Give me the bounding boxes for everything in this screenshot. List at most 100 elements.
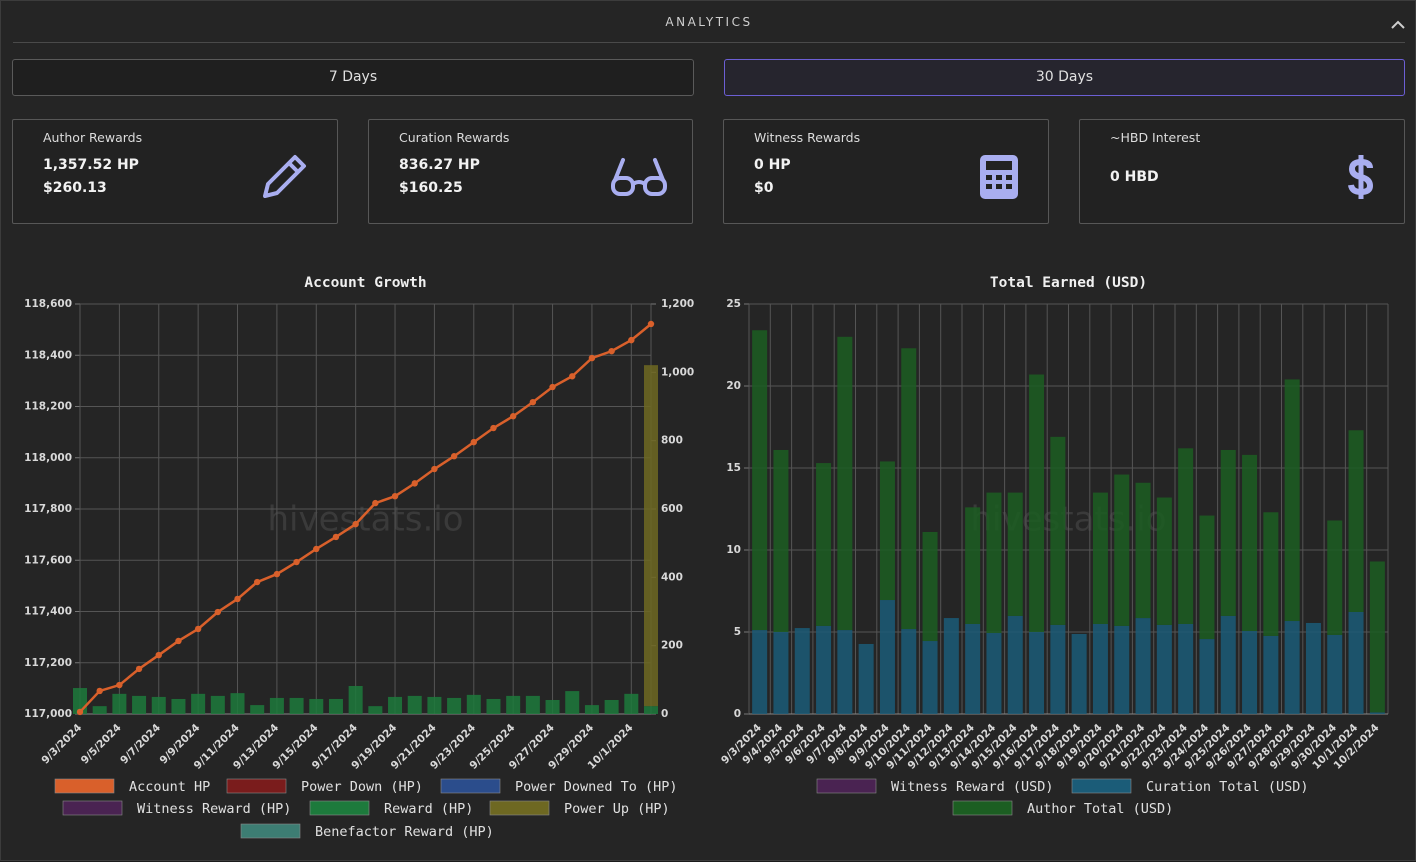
- bar: [879, 600, 895, 714]
- bar: [1029, 632, 1045, 714]
- bar: [604, 699, 619, 714]
- point: [529, 398, 537, 406]
- bar: [816, 463, 832, 626]
- point: [608, 347, 615, 355]
- collapse-icon[interactable]: [1390, 19, 1406, 31]
- chart-title: Account Growth: [304, 275, 426, 291]
- bar: [1156, 624, 1172, 714]
- point: [509, 413, 517, 420]
- bar: [1178, 448, 1194, 624]
- bar: [837, 630, 853, 714]
- glasses-icon: [611, 158, 667, 196]
- point: [332, 533, 340, 541]
- point: [431, 465, 438, 473]
- bar: [1263, 512, 1279, 636]
- card-value: $160.25: [399, 180, 463, 196]
- range-button[interactable]: 7 Days: [12, 59, 694, 96]
- bar: [584, 705, 599, 714]
- stat-card: Author Rewards 1,357.52 HP $260.13: [12, 119, 338, 224]
- legend-label: Power Downed To (HP): [515, 779, 678, 795]
- bar: [1348, 611, 1364, 714]
- bar: [486, 698, 501, 714]
- point: [273, 570, 281, 578]
- bar: [525, 695, 540, 714]
- line: [79, 323, 652, 713]
- point: [175, 637, 182, 645]
- legend-label: Benefactor Reward (HP): [315, 824, 494, 840]
- card-title: Author Rewards: [43, 130, 143, 145]
- bar: [1114, 625, 1130, 714]
- bar: [132, 695, 147, 714]
- divider: [13, 42, 1405, 43]
- card-title: Curation Rewards: [399, 130, 510, 145]
- bar: [151, 696, 166, 714]
- bar: [289, 697, 304, 714]
- y-tick-label: 118,600: [24, 298, 72, 310]
- bar: [1135, 618, 1151, 714]
- point: [411, 480, 418, 487]
- range-button[interactable]: 30 Days: [724, 59, 1405, 96]
- point: [588, 354, 596, 362]
- bar: [1327, 520, 1343, 635]
- point: [254, 578, 261, 586]
- bar: [506, 695, 521, 714]
- bar: [1029, 374, 1045, 632]
- point: [391, 492, 399, 500]
- legend-swatch: [440, 778, 501, 794]
- bar: [388, 696, 403, 714]
- bar: [644, 706, 658, 714]
- legend-label: Witness Reward (HP): [137, 801, 291, 817]
- bar: [1178, 623, 1194, 714]
- bar: [816, 625, 832, 714]
- card-title: ~HBD Interest: [1110, 130, 1201, 145]
- bar: [1135, 482, 1151, 619]
- legend-label: Power Down (HP): [301, 779, 423, 795]
- bar: [1305, 622, 1321, 714]
- bar: [773, 449, 789, 632]
- bar: [922, 531, 938, 642]
- point: [569, 373, 576, 380]
- bar: [943, 618, 959, 714]
- y-tick-label: 20: [726, 380, 741, 392]
- bar: [1050, 624, 1066, 714]
- stat-card: Curation Rewards 836.27 HP $160.25: [368, 119, 693, 224]
- card-value: $260.13: [43, 180, 107, 196]
- bar: [752, 330, 768, 631]
- card-value: 1,357.52 HP: [43, 157, 139, 173]
- bar: [92, 706, 107, 714]
- bar: [773, 632, 789, 714]
- bar: [1007, 492, 1023, 616]
- legend-swatch: [62, 800, 123, 816]
- bar: [250, 705, 265, 714]
- legend-swatch: [309, 800, 370, 816]
- bar: [965, 507, 981, 624]
- bar: [858, 643, 874, 714]
- bar: [1327, 634, 1343, 714]
- point: [155, 651, 162, 659]
- bar: [427, 696, 442, 714]
- y-tick-label: 5: [734, 626, 741, 638]
- y-tick-label: 118,200: [24, 401, 72, 413]
- pencil-icon: [263, 155, 306, 198]
- legend-label: Account HP: [129, 779, 210, 795]
- bar: [1369, 561, 1385, 713]
- card-value: $0: [754, 180, 774, 196]
- y-tick-label: 117,400: [24, 606, 72, 618]
- bar: [1199, 639, 1215, 714]
- y2-tick-label: 1,200: [661, 298, 694, 310]
- point: [214, 608, 222, 616]
- legend-swatch: [489, 800, 550, 816]
- card-value: 0 HP: [754, 157, 791, 173]
- bar: [407, 695, 422, 714]
- legend-swatch: [226, 778, 287, 794]
- point: [96, 687, 103, 695]
- y2-tick-label: 400: [661, 571, 683, 583]
- card-value: 836.27 HP: [399, 157, 480, 173]
- legend-swatch: [240, 823, 301, 839]
- x-tick-label: 9/3/2024: [39, 722, 84, 767]
- bar: [901, 348, 917, 630]
- legend-label: Author Total (USD): [1027, 801, 1173, 817]
- y2-tick-label: 600: [661, 503, 683, 515]
- point: [372, 499, 379, 507]
